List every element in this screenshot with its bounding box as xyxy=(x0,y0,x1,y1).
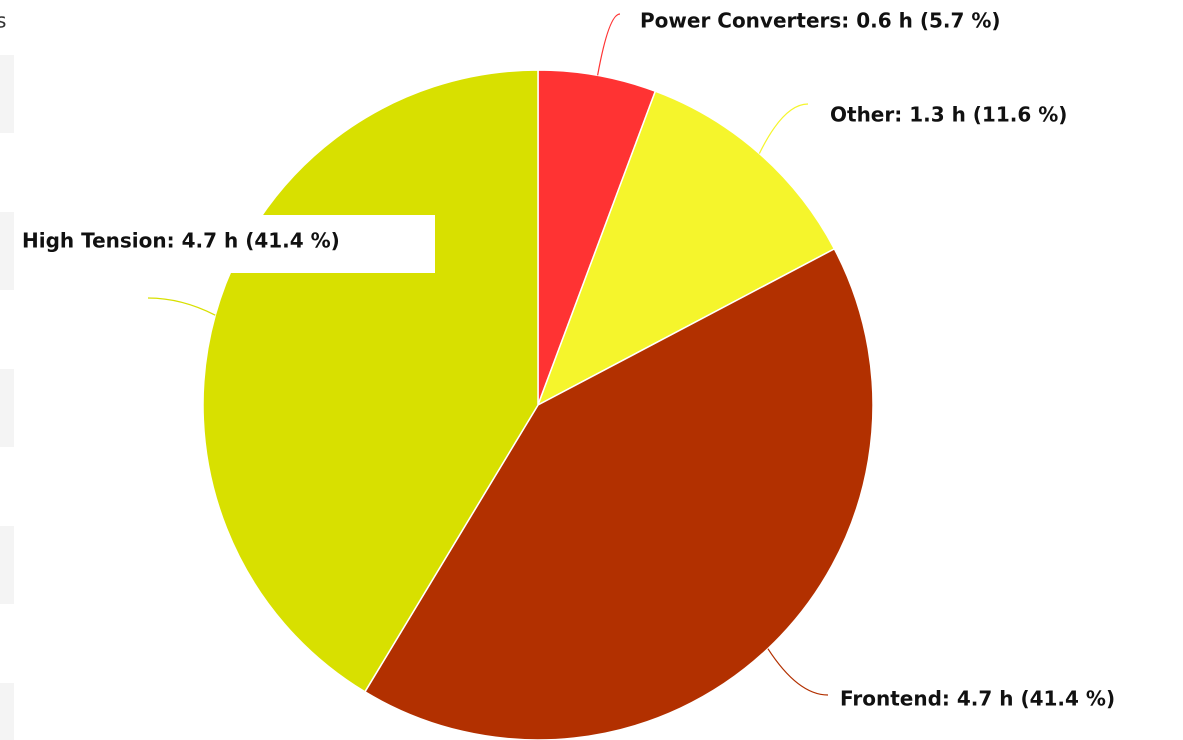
label-box xyxy=(15,215,435,273)
sidebar-text: s xyxy=(0,9,6,33)
sidebar-row xyxy=(0,683,14,740)
data-label: High Tension: 4.7 h (41.4 %) xyxy=(22,229,340,253)
sidebar-row xyxy=(0,55,14,133)
data-label: Other: 1.3 h (11.6 %) xyxy=(830,103,1067,127)
sidebar: s xyxy=(0,9,14,740)
sidebar-row xyxy=(0,212,14,290)
label-connector xyxy=(767,648,829,696)
data-label: Power Converters: 0.6 h (5.7 %) xyxy=(640,9,1001,33)
label-connector xyxy=(147,297,216,316)
data-label: Frontend: 4.7 h (41.4 %) xyxy=(840,687,1115,711)
label-connector xyxy=(597,13,621,76)
sidebar-row xyxy=(0,369,14,447)
sidebar-row xyxy=(0,526,14,604)
label-connector xyxy=(758,103,809,154)
